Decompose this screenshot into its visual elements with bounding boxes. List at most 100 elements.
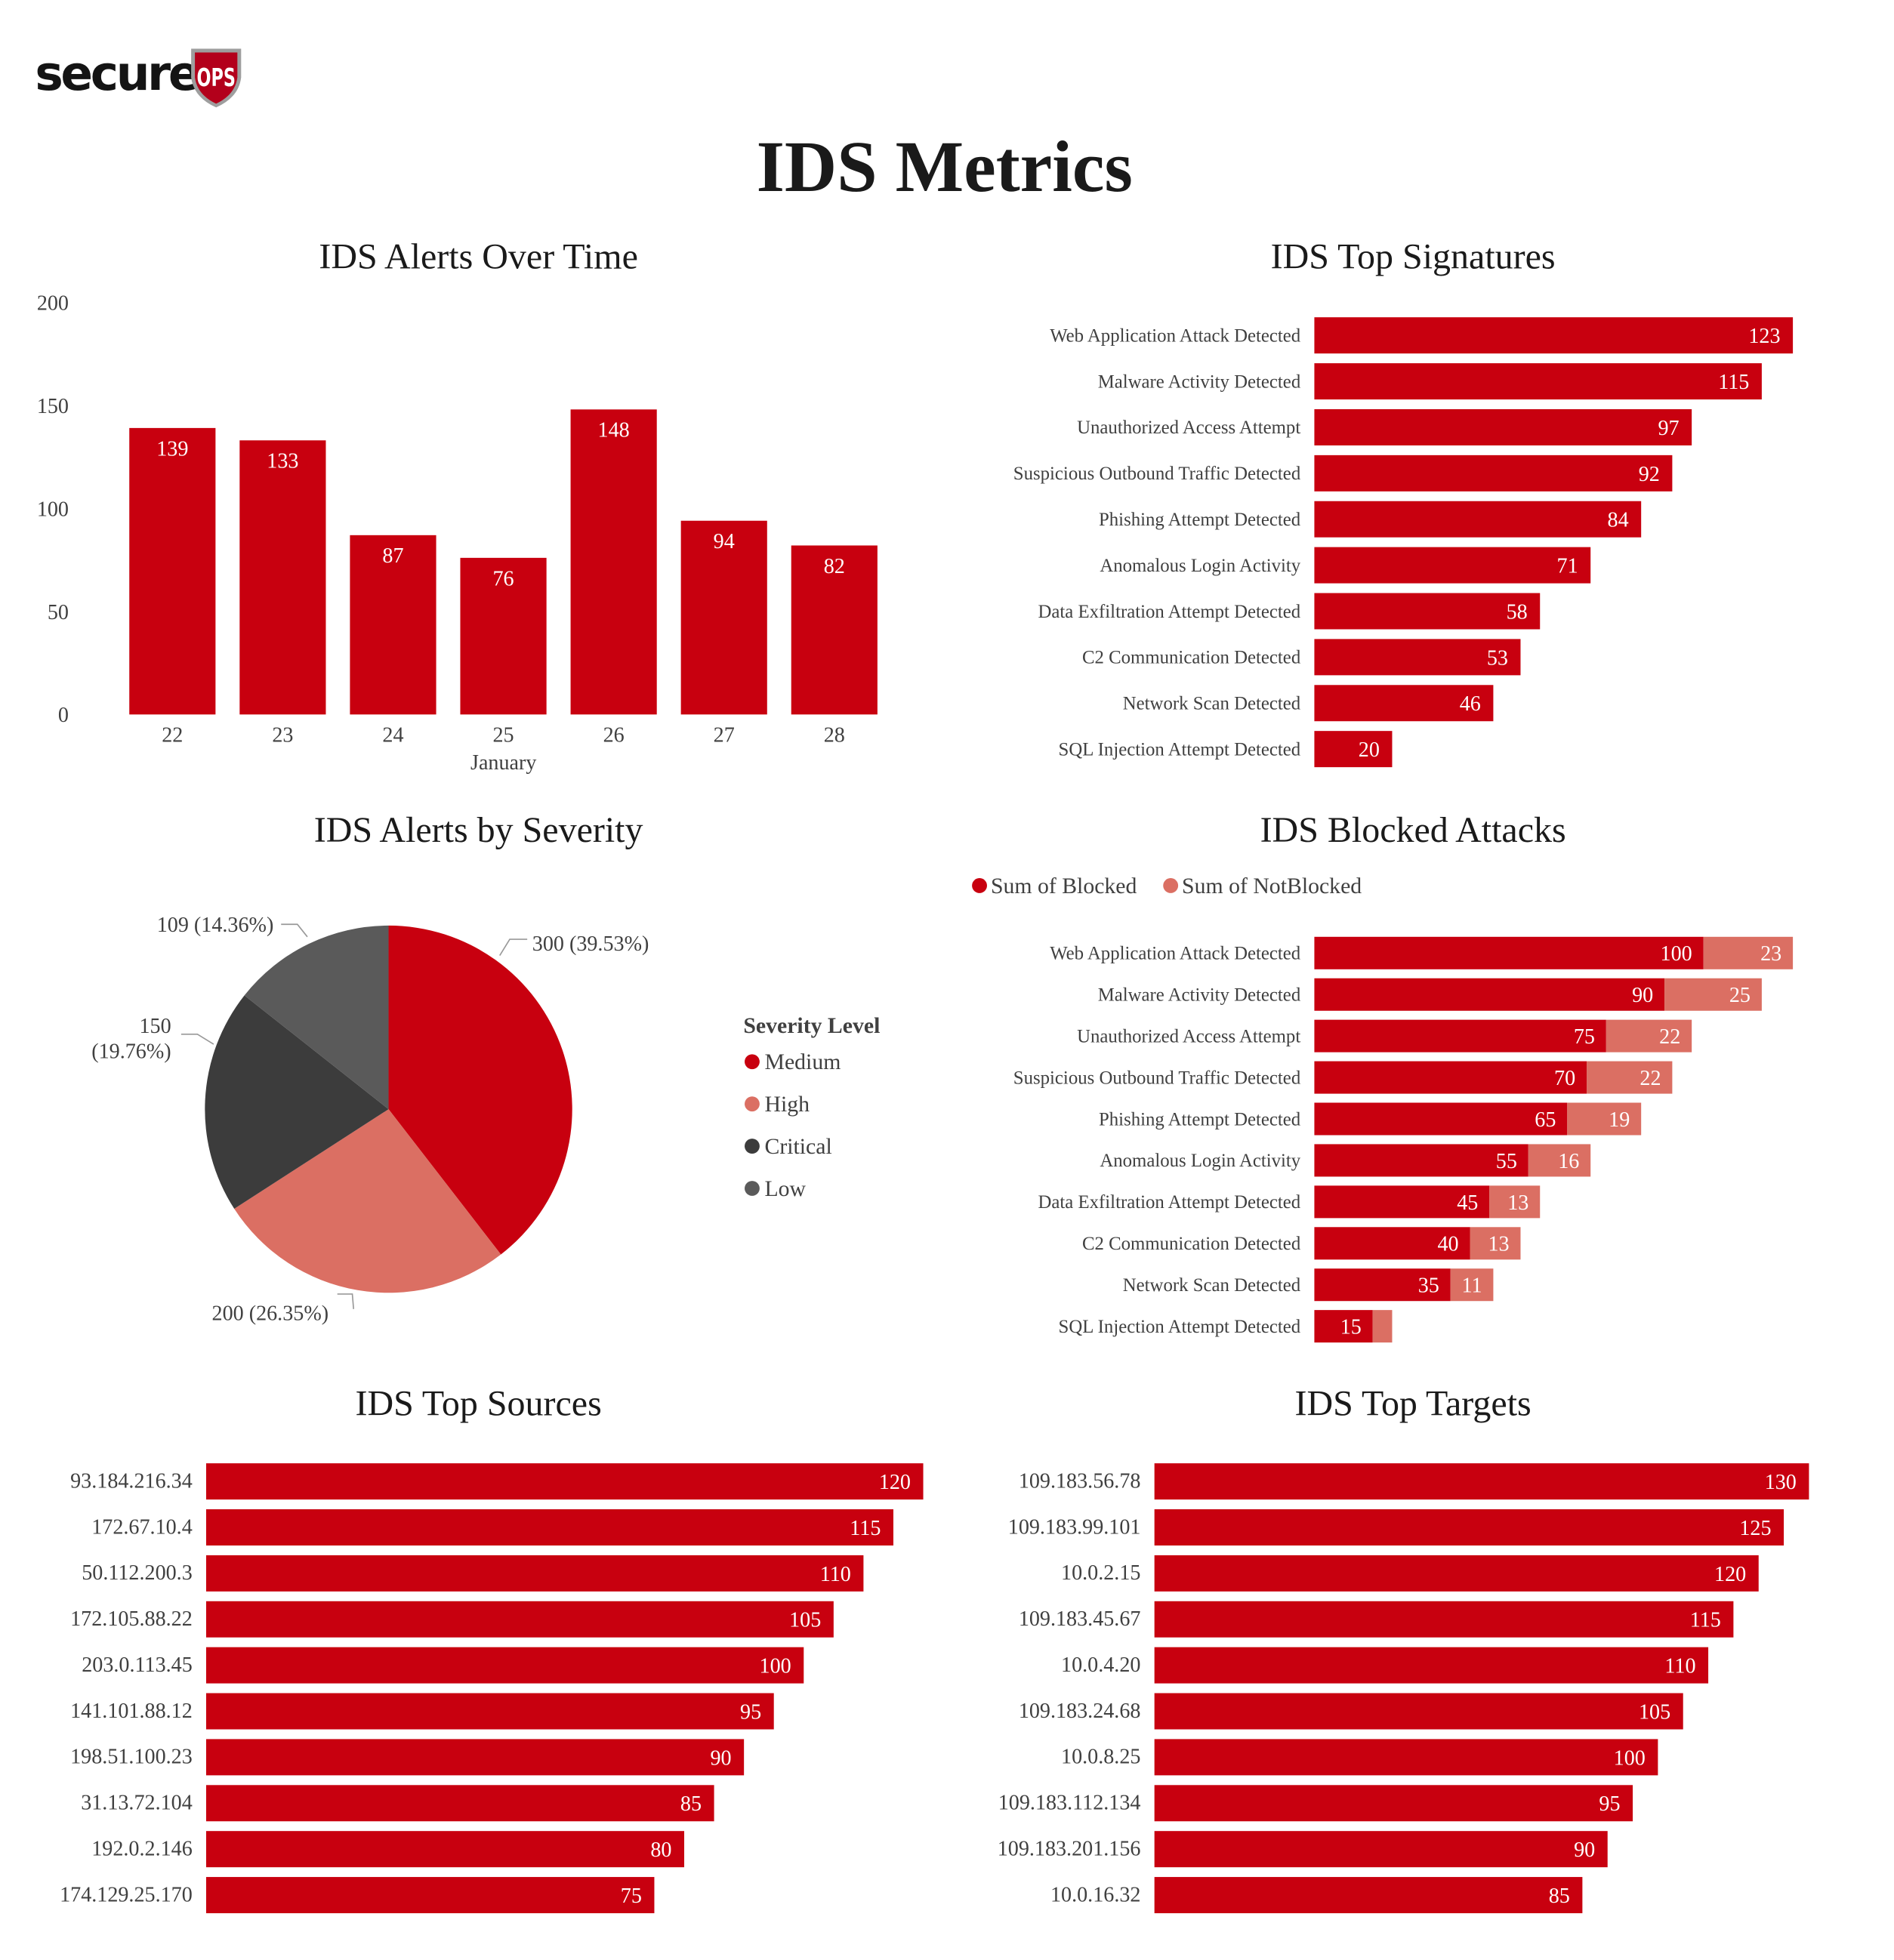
bar xyxy=(1154,1509,1784,1546)
bar-value-label: 90 xyxy=(1574,1838,1595,1862)
bar xyxy=(205,1509,893,1546)
category-label: 203.0.113.45 xyxy=(82,1653,193,1677)
bar-value-label: 130 xyxy=(1765,1471,1797,1494)
bar-value-label: 45 xyxy=(1457,1191,1478,1215)
x-tick-label: 26 xyxy=(603,724,625,747)
bar-value-label: 115 xyxy=(1718,371,1749,394)
category-label: 174.129.25.170 xyxy=(60,1883,193,1906)
leader-line xyxy=(180,1034,214,1045)
bar-value-label: 19 xyxy=(1609,1108,1630,1132)
bar xyxy=(1314,547,1591,584)
bar-value-label: 75 xyxy=(621,1884,642,1908)
bar-value-label: 110 xyxy=(820,1563,851,1586)
bar-value-label: 94 xyxy=(714,530,735,553)
category-label: 109.183.24.68 xyxy=(1019,1700,1141,1723)
x-tick-label: 28 xyxy=(824,724,845,747)
bar-value-label: 84 xyxy=(1608,509,1629,532)
category-label: Web Application Attack Detected xyxy=(1050,325,1301,346)
category-label: 172.105.88.22 xyxy=(70,1607,193,1631)
bar xyxy=(205,1463,924,1500)
pie-slice xyxy=(234,1109,501,1293)
chart-title-severity: IDS Alerts by Severity xyxy=(313,810,643,851)
category-label: Data Exfiltration Attempt Detected xyxy=(1038,602,1300,622)
bar-value-label: 13 xyxy=(1488,1233,1509,1256)
chart-title-top-sources: IDS Top Sources xyxy=(355,1384,602,1425)
legend-marker xyxy=(972,878,987,893)
category-label: 50.112.200.3 xyxy=(82,1561,193,1585)
bar-value-label: 11 xyxy=(1461,1274,1482,1298)
bar-value-label: 115 xyxy=(1690,1609,1721,1632)
bar xyxy=(1314,593,1541,630)
logo-text: secure xyxy=(35,46,199,101)
bar-value-label: 105 xyxy=(789,1609,821,1632)
legend-label: High xyxy=(764,1092,810,1117)
y-tick-label: 100 xyxy=(37,498,69,521)
x-tick-label: 27 xyxy=(714,724,735,747)
bar-value-label: 80 xyxy=(650,1838,671,1862)
y-tick-label: 0 xyxy=(58,704,69,727)
category-label: 172.67.10.4 xyxy=(91,1515,193,1539)
x-axis-label: January xyxy=(470,751,536,775)
bar xyxy=(205,1877,655,1914)
bar-value-label: 95 xyxy=(740,1700,761,1724)
category-label: 109.183.201.156 xyxy=(998,1837,1141,1860)
x-tick-label: 25 xyxy=(493,724,514,747)
bar-value-label: 148 xyxy=(598,419,630,442)
leader-line xyxy=(281,923,308,938)
category-label: 198.51.100.23 xyxy=(70,1746,193,1769)
bar-value-label: 40 xyxy=(1438,1233,1459,1256)
bar xyxy=(1314,501,1642,538)
pie-slice xyxy=(205,995,389,1210)
bar xyxy=(1314,408,1692,445)
legend-label: Critical xyxy=(764,1134,831,1159)
chart-title-top-signatures: IDS Top Signatures xyxy=(1270,237,1556,278)
bar-segment xyxy=(1606,1019,1692,1052)
legend-marker xyxy=(745,1054,760,1070)
bar xyxy=(1314,363,1762,400)
bar xyxy=(205,1693,774,1730)
bar xyxy=(570,409,657,715)
category-label: 10.0.8.25 xyxy=(1061,1746,1140,1769)
category-label: 10.0.16.32 xyxy=(1050,1883,1140,1906)
bar-value-label: 20 xyxy=(1359,738,1380,762)
x-tick-label: 24 xyxy=(382,724,403,747)
bar-value-label: 25 xyxy=(1729,984,1751,1007)
pie-data-label: 109 (14.36%) xyxy=(157,914,274,937)
category-label: Network Scan Detected xyxy=(1123,1275,1301,1296)
pie-slice xyxy=(244,925,389,1110)
category-label: Data Exfiltration Attempt Detected xyxy=(1038,1192,1300,1213)
category-label: Malware Activity Detected xyxy=(1098,371,1301,392)
category-label: Phishing Attempt Detected xyxy=(1099,510,1301,530)
bar-value-label: 58 xyxy=(1507,600,1528,624)
bar-value-label: 16 xyxy=(1558,1150,1579,1173)
bar-value-label: 110 xyxy=(1664,1655,1695,1678)
category-label: 93.184.216.34 xyxy=(70,1469,193,1493)
legend-label: Sum of NotBlocked xyxy=(1182,874,1362,898)
pie-data-label: 300 (39.53%) xyxy=(532,932,649,956)
bar-value-label: 82 xyxy=(824,555,845,578)
category-label: SQL Injection Attempt Detected xyxy=(1059,1317,1301,1337)
secureops-logo: secure OPS xyxy=(35,46,242,108)
page-title: IDS Metrics xyxy=(756,126,1133,208)
bar-value-label: 70 xyxy=(1554,1067,1575,1090)
category-label: C2 Communication Detected xyxy=(1082,1234,1301,1254)
bar-value-label: 76 xyxy=(493,567,514,590)
legend-label: Low xyxy=(764,1176,806,1201)
bar-segment xyxy=(1314,1019,1606,1052)
bar xyxy=(1154,1693,1683,1730)
bar-value-label: 85 xyxy=(1549,1884,1570,1908)
bar-value-label: 23 xyxy=(1760,942,1781,966)
bar-segment xyxy=(1528,1144,1591,1177)
bar-value-label: 120 xyxy=(1714,1563,1746,1586)
category-label: Malware Activity Detected xyxy=(1098,985,1301,1006)
pie-slice xyxy=(388,925,572,1255)
category-label: Unauthorized Access Attempt xyxy=(1077,418,1300,438)
bar-segment xyxy=(1314,1144,1528,1177)
bar-value-label: 71 xyxy=(1557,555,1578,578)
bar-value-label: 139 xyxy=(156,437,188,461)
bar-value-label: 13 xyxy=(1507,1191,1528,1215)
y-tick-label: 200 xyxy=(37,291,69,315)
category-label: Suspicious Outbound Traffic Detected xyxy=(1013,1068,1301,1088)
